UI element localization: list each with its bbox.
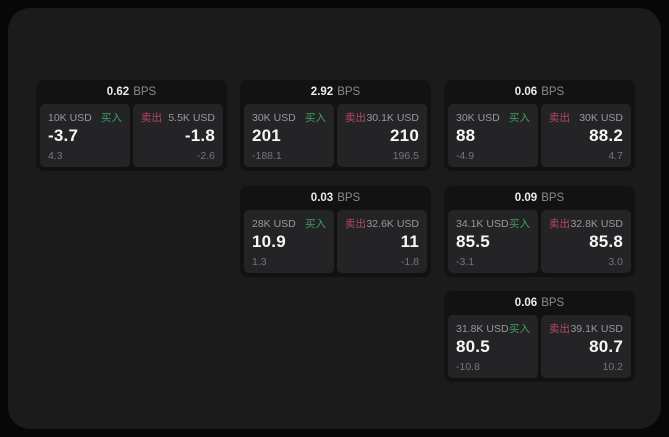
sell-quote-button[interactable]: 卖出 5.5K USD -1.8 -2.6	[133, 104, 223, 167]
buy-price: 85.5	[456, 232, 490, 251]
spread-value: 0.03	[310, 192, 334, 204]
sell-quote-button[interactable]: 卖出 30.1K USD 210 196.5	[337, 104, 427, 167]
buy-price: -3.7	[48, 126, 79, 145]
quotes-panel: 0.62 BPS 10K USD 买入 -3.7 4.3 卖出 5.5K USD…	[8, 8, 661, 429]
spread-value: 0.06	[514, 86, 538, 98]
buy-amount: 34.1K USD	[456, 218, 509, 230]
spread-value: 0.62	[106, 86, 130, 98]
sell-quote-button[interactable]: 卖出 39.1K USD 80.7 10.2	[541, 315, 631, 378]
bps-label: BPS	[337, 192, 361, 204]
sell-label: 卖出	[345, 218, 366, 230]
sell-delta: -1.8	[400, 256, 419, 268]
spread-value: 2.92	[310, 86, 334, 98]
buy-quote-button[interactable]: 30K USD 买入 88 -4.9	[448, 104, 538, 167]
sell-delta: 3.0	[608, 256, 623, 268]
quote-card: 0.03 BPS 28K USD 买入 10.9 1.3 卖出 32.6K US…	[240, 186, 431, 277]
buy-delta: -10.8	[456, 361, 480, 373]
sell-price: 85.8	[589, 232, 623, 251]
quote-card: 0.06 BPS 30K USD 买入 88 -4.9 卖出 30K USD 8…	[444, 80, 635, 171]
buy-delta: -188.1	[252, 150, 282, 162]
buy-amount: 10K USD	[48, 112, 92, 124]
buy-quote-button[interactable]: 31.8K USD 买入 80.5 -10.8	[448, 315, 538, 378]
spread-value: 0.09	[514, 192, 538, 204]
sell-delta: 196.5	[392, 150, 419, 162]
sell-delta: -2.6	[196, 150, 215, 162]
buy-quote-button[interactable]: 28K USD 买入 10.9 1.3	[244, 210, 334, 273]
buy-delta: 4.3	[48, 150, 63, 162]
sell-price: 210	[390, 126, 419, 145]
spread-value: 0.06	[514, 297, 538, 309]
buy-label: 买入	[101, 112, 122, 124]
quote-card: 0.06 BPS 31.8K USD 买入 80.5 -10.8 卖出 39.1…	[444, 291, 635, 382]
quote-card: 0.09 BPS 34.1K USD 买入 85.5 -3.1 卖出 32.8K…	[444, 186, 635, 277]
buy-delta: 1.3	[252, 256, 267, 268]
bps-label: BPS	[541, 297, 565, 309]
sell-price: 88.2	[589, 126, 623, 145]
sell-label: 卖出	[549, 112, 570, 124]
card-header: 0.06 BPS	[444, 80, 635, 104]
buy-price: 10.9	[252, 232, 286, 251]
bps-label: BPS	[337, 86, 361, 98]
buy-label: 买入	[509, 112, 530, 124]
sell-amount: 39.1K USD	[570, 323, 623, 335]
sell-label: 卖出	[549, 323, 570, 335]
sell-amount: 5.5K USD	[168, 112, 215, 124]
sell-amount: 32.8K USD	[570, 218, 623, 230]
card-header: 0.06 BPS	[444, 291, 635, 315]
buy-amount: 31.8K USD	[456, 323, 509, 335]
card-header: 0.03 BPS	[240, 186, 431, 210]
buy-quote-button[interactable]: 10K USD 买入 -3.7 4.3	[40, 104, 130, 167]
buy-label: 买入	[509, 323, 530, 335]
sell-label: 卖出	[549, 218, 570, 230]
buy-delta: -3.1	[456, 256, 475, 268]
buy-amount: 28K USD	[252, 218, 296, 230]
card-header: 0.62 BPS	[36, 80, 227, 104]
bps-label: BPS	[133, 86, 157, 98]
bps-label: BPS	[541, 192, 565, 204]
buy-price: 201	[252, 126, 281, 145]
buy-amount: 30K USD	[456, 112, 500, 124]
buy-quote-button[interactable]: 34.1K USD 买入 85.5 -3.1	[448, 210, 538, 273]
card-header: 0.09 BPS	[444, 186, 635, 210]
sell-amount: 30K USD	[579, 112, 623, 124]
sell-price: -1.8	[184, 126, 215, 145]
buy-label: 买入	[509, 218, 530, 230]
buy-delta: -4.9	[456, 150, 475, 162]
quote-card: 2.92 BPS 30K USD 买入 201 -188.1 卖出 30.1K …	[240, 80, 431, 171]
bps-label: BPS	[541, 86, 565, 98]
sell-price: 80.7	[589, 337, 623, 356]
buy-label: 买入	[305, 112, 326, 124]
sell-label: 卖出	[141, 112, 162, 124]
sell-delta: 4.7	[608, 150, 623, 162]
buy-amount: 30K USD	[252, 112, 296, 124]
sell-quote-button[interactable]: 卖出 32.8K USD 85.8 3.0	[541, 210, 631, 273]
buy-price: 80.5	[456, 337, 490, 356]
card-header: 2.92 BPS	[240, 80, 431, 104]
quote-card: 0.62 BPS 10K USD 买入 -3.7 4.3 卖出 5.5K USD…	[36, 80, 227, 171]
sell-amount: 30.1K USD	[366, 112, 419, 124]
sell-label: 卖出	[345, 112, 366, 124]
sell-quote-button[interactable]: 卖出 32.6K USD 11 -1.8	[337, 210, 427, 273]
buy-label: 买入	[305, 218, 326, 230]
sell-quote-button[interactable]: 卖出 30K USD 88.2 4.7	[541, 104, 631, 167]
buy-quote-button[interactable]: 30K USD 买入 201 -188.1	[244, 104, 334, 167]
sell-price: 11	[400, 232, 419, 251]
sell-delta: 10.2	[602, 361, 623, 373]
buy-price: 88	[456, 126, 476, 145]
sell-amount: 32.6K USD	[366, 218, 419, 230]
